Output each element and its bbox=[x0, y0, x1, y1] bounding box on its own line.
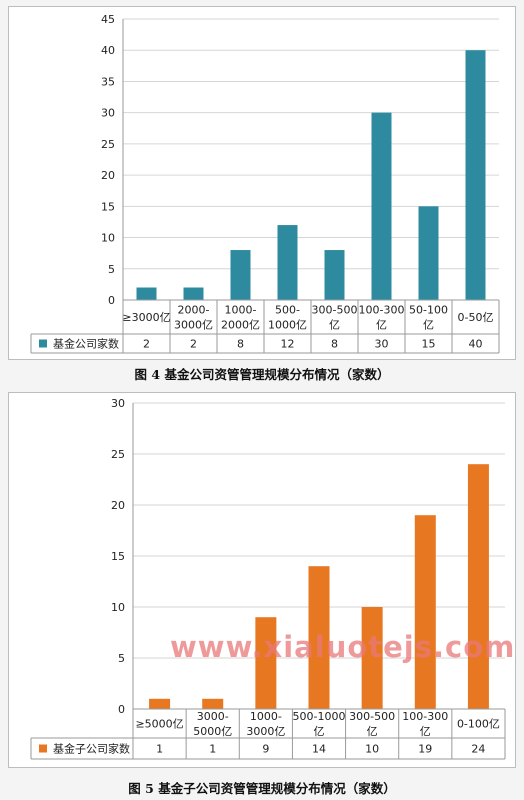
bar bbox=[230, 250, 251, 300]
y-tick-label: 30 bbox=[101, 107, 115, 120]
x-category-label: 50-100 bbox=[409, 304, 448, 317]
bar bbox=[467, 464, 489, 709]
chart-panel-fund-subsidiaries: 0 5 10 15 20 25 30 ≥5000亿 3000- 5000亿 1000- 3000亿 50… bbox=[8, 392, 516, 768]
x-category-label: 1000- bbox=[250, 710, 282, 723]
x-category-label: 亿 bbox=[376, 319, 387, 332]
x-category-label: 300-500 bbox=[349, 710, 395, 723]
y-tick-label: 5 bbox=[118, 652, 125, 665]
x-category-label: 100-300 bbox=[402, 710, 448, 723]
y-tick-label: 25 bbox=[101, 138, 115, 151]
x-category-label: 亿 bbox=[420, 725, 431, 738]
x-category-label: 3000亿 bbox=[246, 725, 285, 738]
bar bbox=[418, 206, 439, 300]
chart-panel-fund-companies: 0 5 10 15 20 25 30 35 40 45 ≥3000亿 2000- 3000亿 1000- 2… bbox=[8, 6, 516, 360]
x-category-label: 亿 bbox=[329, 319, 340, 332]
bar bbox=[308, 566, 330, 709]
x-category-label: ≥3000亿 bbox=[122, 311, 170, 324]
data-table-value: 2 bbox=[190, 338, 197, 351]
x-category-label: 1000- bbox=[225, 304, 257, 317]
bar bbox=[202, 698, 224, 709]
data-table-value: 12 bbox=[281, 338, 295, 351]
legend-swatch bbox=[39, 744, 47, 753]
x-category-label: 亿 bbox=[367, 725, 378, 738]
y-tick-label: 0 bbox=[108, 294, 115, 307]
data-table-value: 8 bbox=[237, 338, 244, 351]
y-tick-label: 35 bbox=[101, 75, 115, 88]
data-table-value: 1 bbox=[156, 743, 163, 756]
legend-swatch bbox=[39, 339, 47, 348]
x-category-label: 100-300 bbox=[359, 304, 405, 317]
bar bbox=[465, 50, 486, 300]
legend-label: 基金子公司家数 bbox=[53, 742, 130, 756]
y-tick-label: 0 bbox=[118, 703, 125, 716]
y-tick-label: 30 bbox=[111, 397, 125, 410]
x-category-label: 300-500 bbox=[312, 304, 358, 317]
x-category-label: 500- bbox=[275, 304, 300, 317]
bar bbox=[324, 250, 345, 300]
x-category-label: 3000- bbox=[197, 710, 229, 723]
x-category-label: ≥5000亿 bbox=[135, 718, 183, 731]
y-tick-label: 15 bbox=[101, 200, 115, 213]
data-table-value: 24 bbox=[471, 743, 485, 756]
y-tick-label: 5 bbox=[108, 263, 115, 276]
data-table-value: 9 bbox=[262, 743, 269, 756]
data-table-value: 15 bbox=[422, 338, 436, 351]
bar bbox=[414, 515, 436, 709]
x-category-label: 0-50亿 bbox=[458, 311, 494, 324]
data-table-value: 14 bbox=[312, 743, 326, 756]
data-table-value: 19 bbox=[418, 743, 432, 756]
x-category-label: 0-100亿 bbox=[457, 718, 500, 731]
x-category-label: 2000亿 bbox=[221, 319, 260, 332]
bar bbox=[361, 607, 383, 709]
bar-chart-fund-companies: 0 5 10 15 20 25 30 35 40 45 ≥3000亿 2000- 3000亿 1000- 2… bbox=[30, 13, 500, 354]
bar bbox=[183, 287, 204, 300]
data-table-value: 1 bbox=[209, 743, 216, 756]
y-tick-label: 15 bbox=[111, 550, 125, 563]
data-table-value: 8 bbox=[331, 338, 338, 351]
y-tick-label: 20 bbox=[101, 169, 115, 182]
y-tick-label: 10 bbox=[101, 232, 115, 245]
y-tick-label: 40 bbox=[101, 44, 115, 57]
x-category-label: 1000亿 bbox=[268, 319, 307, 332]
bar bbox=[149, 698, 171, 709]
y-tick-label: 10 bbox=[111, 601, 125, 614]
data-table-value: 40 bbox=[469, 338, 483, 351]
x-category-label: 5000亿 bbox=[193, 725, 232, 738]
y-tick-label: 45 bbox=[101, 13, 115, 26]
bar bbox=[136, 287, 157, 300]
x-category-label: 3000亿 bbox=[174, 319, 213, 332]
figure-caption-4: 图 4 基金公司资管管理规模分布情况（家数） bbox=[134, 367, 390, 382]
y-tick-label: 25 bbox=[111, 448, 125, 461]
y-tick-label: 20 bbox=[111, 499, 125, 512]
x-category-label: 亿 bbox=[423, 319, 434, 332]
data-table-value: 2 bbox=[143, 338, 150, 351]
x-category-label: 2000- bbox=[178, 304, 210, 317]
data-table-value: 30 bbox=[375, 338, 389, 351]
x-category-label: 500-1000 bbox=[293, 710, 346, 723]
bar bbox=[371, 112, 392, 301]
legend-label: 基金公司家数 bbox=[53, 337, 119, 351]
data-table-value: 10 bbox=[365, 743, 379, 756]
figure-caption-5: 图 5 基金子公司资管管理规模分布情况（家数） bbox=[128, 781, 396, 796]
bar bbox=[255, 617, 277, 709]
bar bbox=[277, 225, 298, 300]
x-category-label: 亿 bbox=[314, 725, 325, 738]
bar-chart-fund-subsidiaries: 0 5 10 15 20 25 30 ≥5000亿 3000- 5000亿 1000- 3000亿 50… bbox=[30, 397, 506, 760]
